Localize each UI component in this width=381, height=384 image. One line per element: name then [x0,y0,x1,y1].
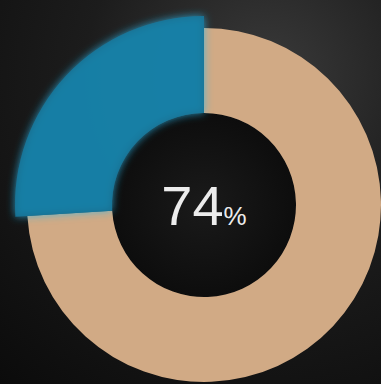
center-label: 74% [161,174,246,237]
donut-hole [112,113,296,297]
chart: 74% [0,0,381,384]
